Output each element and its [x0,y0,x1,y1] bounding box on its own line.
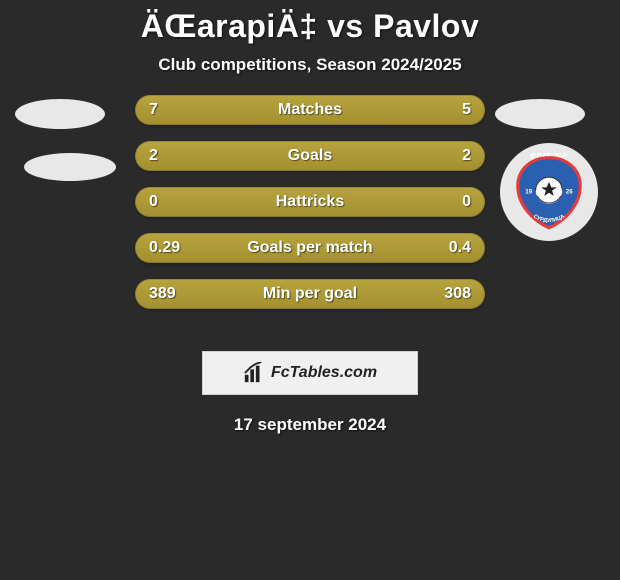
stat-row: 0.29 Goals per match 0.4 [135,233,485,263]
stat-label: Hattricks [135,193,485,211]
stat-label: Goals per match [135,239,485,257]
page-subtitle: Club competitions, Season 2024/2025 [0,55,620,75]
date-line: 17 september 2024 [0,415,620,435]
crest-year-right: 26 [566,189,573,196]
stat-row: 2 Goals 2 [135,141,485,171]
stat-row: 7 Matches 5 [135,95,485,125]
stat-right-value: 5 [462,101,471,119]
stat-row: 0 Hattricks 0 [135,187,485,217]
player-left-badge-top [15,99,105,129]
crest-year-left: 19 [525,189,532,196]
stat-right-value: 2 [462,147,471,165]
stat-right-value: 308 [444,285,471,303]
page-title: ÄŒarapiÄ‡ vs Pavlov [0,8,620,45]
club-crest-icon: РАДНИК СУРДУЛИЦА 19 26 [510,153,588,231]
stat-label: Matches [135,101,485,119]
comparison-area: РАДНИК СУРДУЛИЦА 19 26 7 Matches 5 2 Goa… [0,105,620,335]
brand-text: FcTables.com [271,364,377,382]
bar-chart-icon [243,362,265,384]
player-left-badge-bottom [24,153,116,181]
brand-badge[interactable]: FcTables.com [202,351,418,395]
stat-right-value: 0 [462,193,471,211]
root: ÄŒarapiÄ‡ vs Pavlov Club competitions, S… [0,0,620,435]
stat-row: 389 Min per goal 308 [135,279,485,309]
stat-right-value: 0.4 [449,239,471,257]
stat-label: Min per goal [135,285,485,303]
stat-bars: 7 Matches 5 2 Goals 2 0 Hattricks 0 0.29… [135,95,485,325]
player-right-badge-top [495,99,585,129]
stat-label: Goals [135,147,485,165]
player-right-club-crest: РАДНИК СУРДУЛИЦА 19 26 [500,143,598,241]
